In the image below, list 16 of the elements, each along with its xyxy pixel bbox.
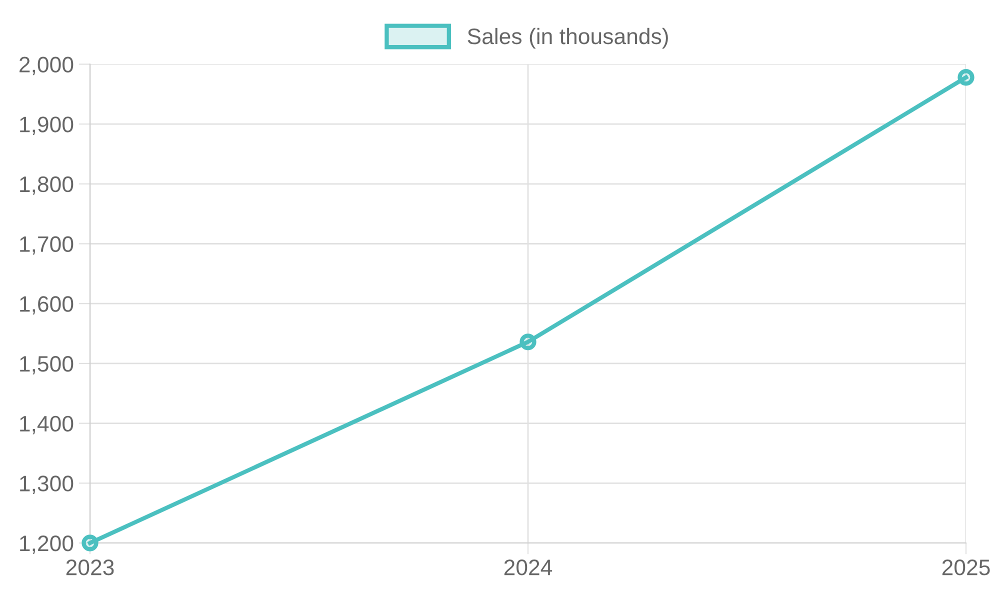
y-tick-label: 1,200 <box>20 536 74 554</box>
point <box>82 534 98 552</box>
y-tick-label: 1,800 <box>20 176 74 195</box>
legend-label: Sales (in thousands) <box>468 28 668 49</box>
y-tick-label: 1,300 <box>20 476 74 494</box>
x-tick-label: 2024 <box>504 560 552 576</box>
x-tick-label: 2023 <box>66 560 114 576</box>
y-tick-label: 1,600 <box>20 296 74 314</box>
y-tick-label: 1,500 <box>20 356 74 374</box>
y-tick-label: 1,400 <box>20 416 74 434</box>
x-tick-label: 2025 <box>942 560 990 576</box>
y-tick-label: 2,000 <box>20 56 74 76</box>
y-tick-label: 1,900 <box>20 116 74 135</box>
point <box>520 334 536 350</box>
point <box>958 69 974 86</box>
y-tick-label: 1,700 <box>20 236 74 255</box>
